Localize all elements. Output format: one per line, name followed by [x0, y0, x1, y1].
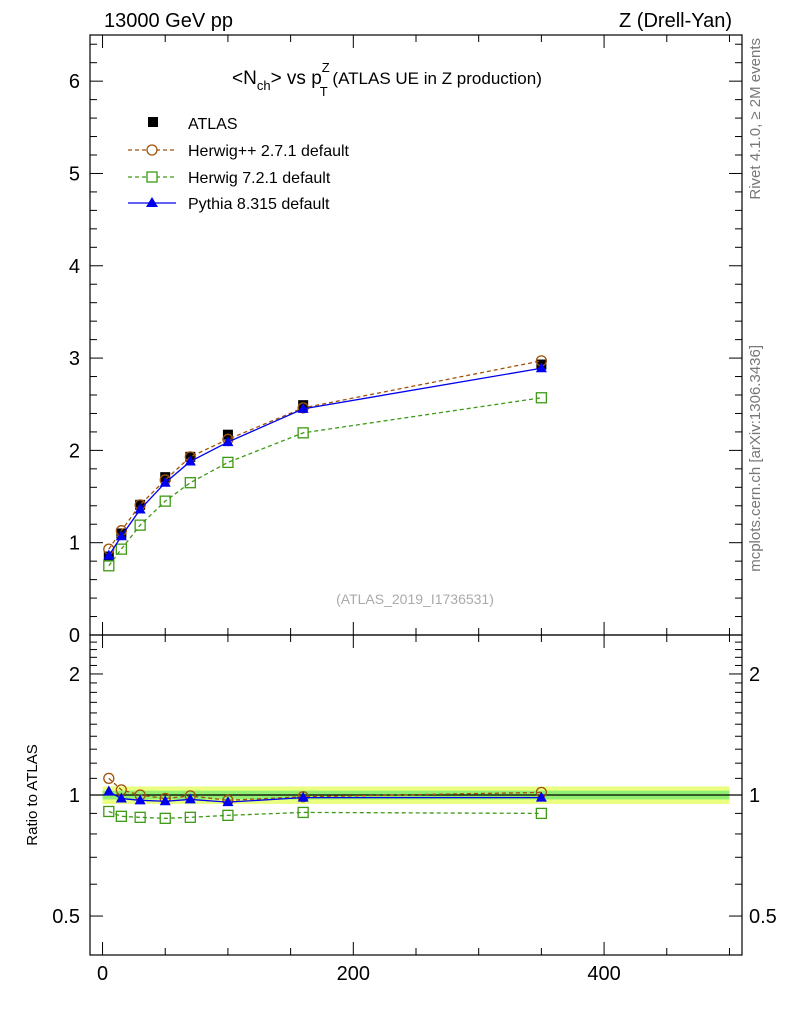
main-y-tick-label: 6	[69, 71, 80, 93]
ratio-herwigpp-point	[103, 772, 115, 785]
ratio-ylabel: Ratio to ATLAS	[24, 744, 41, 845]
main-pythia-point	[184, 455, 196, 466]
x-tick-label: 0	[97, 963, 108, 985]
legend-atlas-marker	[148, 117, 158, 127]
main-y-tick-label: 2	[69, 440, 80, 462]
ratio-y-tick-label-left: 2	[69, 664, 80, 686]
main-pythia-point	[134, 503, 146, 514]
ratio-pythia-point	[159, 795, 171, 806]
ratio-herwig7-point	[134, 811, 146, 823]
main-herwig7-point	[159, 495, 171, 507]
analysis-id: (ATLAS_2019_I1736531)	[336, 591, 494, 607]
x-tick-label: 400	[587, 963, 620, 985]
legend-herwig7-marker	[146, 171, 158, 183]
main-y-tick-label: 0	[69, 625, 80, 647]
legend-herwigpp-label: Herwig++ 2.7.1 default	[188, 143, 350, 160]
title-sup: Z	[322, 60, 330, 75]
ratio-band-layer	[90, 786, 742, 804]
title-mid: > vs p	[271, 68, 322, 89]
ratio-herwig7-point	[535, 807, 548, 820]
ratio-pythia-point	[535, 791, 547, 802]
ratio-y-tick-label-right: 1	[749, 785, 760, 807]
axes-layer: 0 200 400 0 1 2 3 4 5 6 0.5 0.5 1 1 2 2	[52, 35, 777, 985]
ratio-pythia-point	[222, 796, 234, 807]
main-pythia-point	[297, 402, 309, 413]
process-label: Z (Drell-Yan)	[619, 10, 732, 32]
ratio-pythia-point	[184, 793, 196, 804]
ratio-herwig7-point	[159, 812, 171, 824]
legend-pythia-label: Pythia 8.315 default	[188, 196, 330, 213]
ratio-y-tick-label-right: 2	[749, 664, 760, 686]
ratio-pythia-point	[297, 791, 309, 802]
plot-title: <Nch> vs pZ T (ATLAS UE in Z production)	[232, 60, 542, 99]
ratio-pythia-point	[103, 785, 115, 796]
ratio-herwig7-line	[108, 810, 542, 819]
ratio-herwig7-point	[103, 805, 115, 818]
ratio-y-tick-label-right: 0.5	[749, 906, 777, 928]
legend-herwig7-label: Herwig 7.2.1 default	[188, 170, 331, 187]
ratio-pythia-point	[134, 794, 146, 805]
title-prefix: <N	[232, 68, 257, 89]
main-herwig7-point	[297, 427, 309, 439]
main-herwigpp-line	[108, 360, 542, 550]
series-layer	[103, 355, 548, 824]
ratio-y-tick-label-left: 1	[69, 785, 80, 807]
x-tick-label: 200	[337, 963, 370, 985]
main-pythia-point	[103, 549, 115, 560]
main-y-tick-label: 1	[69, 533, 80, 555]
main-y-tick-label: 5	[69, 163, 80, 185]
legend: ATLAS Herwig++ 2.7.1 default Herwig 7.2.…	[128, 116, 350, 213]
main-pythia-point	[115, 530, 127, 541]
main-herwig7-line	[108, 397, 542, 567]
main-y-tick-label: 3	[69, 348, 80, 370]
ratio-pythia-point	[115, 792, 127, 803]
main-pythia-point	[222, 436, 234, 447]
legend-pythia-marker	[146, 197, 158, 207]
title-sub: ch	[257, 78, 271, 93]
ratio-herwig7-point	[115, 810, 127, 822]
main-herwig7-point	[103, 560, 115, 572]
main-pythia-line	[108, 367, 542, 556]
energy-label: 13000 GeV pp	[104, 10, 233, 32]
ratio-y-tick-label-left: 0.5	[52, 906, 80, 928]
ratio-herwig7-point	[297, 806, 309, 819]
legend-herwigpp-marker	[146, 144, 158, 156]
main-pythia-point	[159, 476, 171, 487]
title-suffix: (ATLAS UE in Z production)	[328, 69, 542, 88]
main-herwig7-point	[222, 456, 234, 469]
main-herwig7-point	[115, 543, 127, 555]
mcplots-label: mcplots.cern.ch [arXiv:1306.3436]	[747, 345, 764, 572]
ratio-herwig7-point	[222, 809, 234, 821]
title-sub2: T	[320, 84, 328, 99]
rivet-label: Rivet 4.1.0, ≥ 2M events	[747, 38, 764, 200]
main-pythia-point	[535, 362, 547, 373]
main-herwig7-point	[184, 477, 196, 489]
ratio-herwig7-point	[184, 811, 196, 823]
main-y-tick-label: 4	[69, 256, 80, 278]
main-herwig7-point	[535, 392, 548, 404]
legend-atlas-label: ATLAS	[188, 116, 238, 133]
main-herwig7-point	[134, 519, 146, 531]
